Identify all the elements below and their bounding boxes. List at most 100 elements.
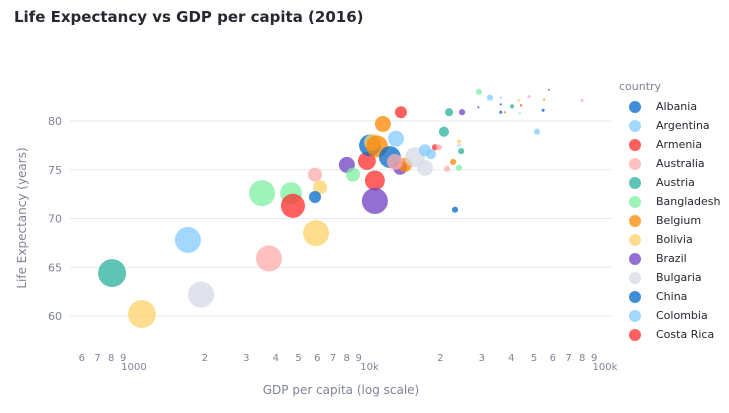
data-point[interactable]	[547, 88, 550, 91]
data-point[interactable]	[499, 110, 503, 114]
legend-label: Australia	[656, 157, 705, 170]
legend-item[interactable]: Bolivia	[619, 230, 721, 249]
data-point[interactable]	[345, 167, 360, 182]
data-point[interactable]	[255, 245, 282, 272]
y-tick-label: 80	[48, 115, 62, 128]
data-point[interactable]	[542, 98, 546, 101]
legend-label: Costa Rica	[656, 328, 715, 341]
legend-item[interactable]: Belgium	[619, 211, 721, 230]
data-point[interactable]	[458, 109, 466, 116]
x-tick-label: 3	[479, 353, 485, 364]
data-point[interactable]	[517, 98, 521, 103]
legend-item[interactable]: Brazil	[619, 249, 721, 268]
x-axis-label: GDP per capita (log scale)	[263, 383, 420, 397]
legend-item[interactable]: China	[619, 287, 721, 306]
legend-item[interactable]: Costa Rica	[619, 325, 721, 344]
data-point[interactable]	[477, 106, 480, 109]
legend-item[interactable]: Austria	[619, 173, 721, 192]
data-point[interactable]	[174, 226, 201, 253]
data-point[interactable]	[361, 187, 388, 214]
data-point[interactable]	[127, 300, 156, 329]
data-point[interactable]	[475, 88, 483, 95]
data-point[interactable]	[450, 158, 457, 166]
data-point[interactable]	[425, 149, 437, 160]
legend-label: Argentina	[656, 119, 710, 132]
data-point[interactable]	[303, 220, 330, 247]
legend-item[interactable]: Armenia	[619, 135, 721, 154]
legend-item[interactable]: Albania	[619, 97, 721, 116]
data-point[interactable]	[499, 96, 502, 99]
legend-marker-icon	[629, 138, 641, 151]
x-tick-label: 6	[314, 353, 320, 364]
data-points	[98, 88, 584, 329]
data-point[interactable]	[438, 126, 449, 137]
y-axis-ticks: 60 65 70 75 80	[48, 115, 62, 323]
data-point[interactable]	[445, 108, 454, 117]
legend-marker-icon	[629, 157, 641, 170]
legend-item[interactable]: Australia	[619, 154, 721, 173]
data-point[interactable]	[280, 193, 305, 218]
data-point[interactable]	[188, 281, 215, 308]
legend-marker-icon	[629, 195, 641, 208]
y-tick-label: 60	[48, 310, 62, 323]
data-point[interactable]	[456, 139, 462, 144]
legend-marker-icon	[629, 271, 641, 284]
data-point[interactable]	[458, 148, 465, 155]
legend-marker-icon	[629, 309, 641, 322]
x-tick-label: 8	[343, 353, 349, 364]
data-point[interactable]	[443, 165, 451, 172]
data-point[interactable]	[509, 104, 515, 109]
data-point[interactable]	[580, 98, 584, 103]
legend-marker-icon	[629, 252, 641, 265]
data-point[interactable]	[308, 167, 323, 182]
data-point[interactable]	[98, 259, 127, 288]
data-point[interactable]	[386, 153, 403, 170]
legend-item[interactable]: Bulgaria	[619, 268, 721, 287]
data-point[interactable]	[499, 103, 502, 106]
data-point[interactable]	[527, 95, 531, 99]
x-tick-label: 9	[356, 353, 362, 364]
data-point[interactable]	[451, 206, 459, 213]
data-point[interactable]	[435, 144, 443, 151]
data-point[interactable]	[313, 180, 328, 195]
data-point[interactable]	[416, 159, 433, 176]
x-tick-label: 7	[330, 353, 336, 364]
x-tick-label: 7	[94, 353, 100, 364]
x-tick-label: 3	[243, 353, 249, 364]
y-tick-label: 65	[48, 261, 62, 274]
legend-label: Brazil	[656, 252, 687, 265]
legend-item[interactable]: Colombia	[619, 306, 721, 325]
data-point[interactable]	[533, 128, 541, 135]
legend-label: Armenia	[656, 138, 703, 151]
data-point[interactable]	[388, 130, 404, 147]
data-point[interactable]	[518, 112, 521, 115]
data-point[interactable]	[364, 170, 385, 191]
data-point[interactable]	[394, 106, 407, 119]
x-tick-label: 7	[565, 353, 571, 364]
legend-label: Austria	[656, 176, 695, 189]
data-point[interactable]	[455, 164, 463, 171]
data-point[interactable]	[249, 180, 276, 207]
x-tick-label: 4	[273, 353, 279, 364]
legend-marker-icon	[629, 176, 641, 189]
gridlines	[70, 120, 612, 317]
data-point[interactable]	[374, 115, 391, 132]
data-point[interactable]	[541, 108, 545, 112]
legend-item[interactable]: Bangladesh	[619, 192, 721, 211]
data-point[interactable]	[308, 191, 322, 204]
legend-item[interactable]: Argentina	[619, 116, 721, 135]
chart-title: Life Expectancy vs GDP per capita (2016)	[14, 8, 364, 26]
data-point[interactable]	[456, 143, 462, 148]
x-tick-label: 10k	[360, 362, 379, 373]
data-point[interactable]	[519, 104, 523, 107]
data-point[interactable]	[357, 152, 376, 170]
x-tick-label: 6	[550, 353, 556, 364]
x-tick-label: 5	[531, 353, 537, 364]
data-point[interactable]	[486, 94, 494, 101]
x-tick-label: 4	[508, 353, 514, 364]
x-tick-label: 100k	[593, 362, 618, 373]
legend-marker-icon	[629, 100, 641, 113]
data-point[interactable]	[503, 111, 507, 114]
x-tick-label: 8	[108, 353, 114, 364]
